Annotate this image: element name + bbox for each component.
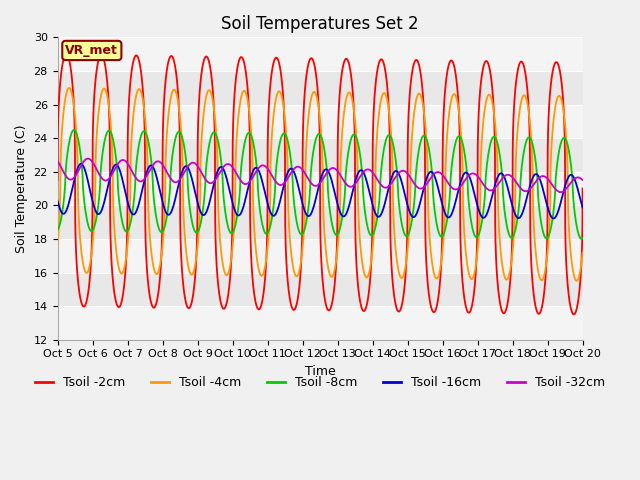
Bar — [58, 239, 582, 273]
Bar — [58, 172, 582, 205]
Bar — [58, 37, 582, 71]
Y-axis label: Soil Temperature (C): Soil Temperature (C) — [15, 124, 28, 253]
Legend: Tsoil -2cm, Tsoil -4cm, Tsoil -8cm, Tsoil -16cm, Tsoil -32cm: Tsoil -2cm, Tsoil -4cm, Tsoil -8cm, Tsoi… — [29, 371, 611, 394]
Text: VR_met: VR_met — [65, 44, 118, 57]
X-axis label: Time: Time — [305, 365, 335, 378]
Bar — [58, 105, 582, 138]
Bar — [58, 306, 582, 340]
Title: Soil Temperatures Set 2: Soil Temperatures Set 2 — [221, 15, 419, 33]
